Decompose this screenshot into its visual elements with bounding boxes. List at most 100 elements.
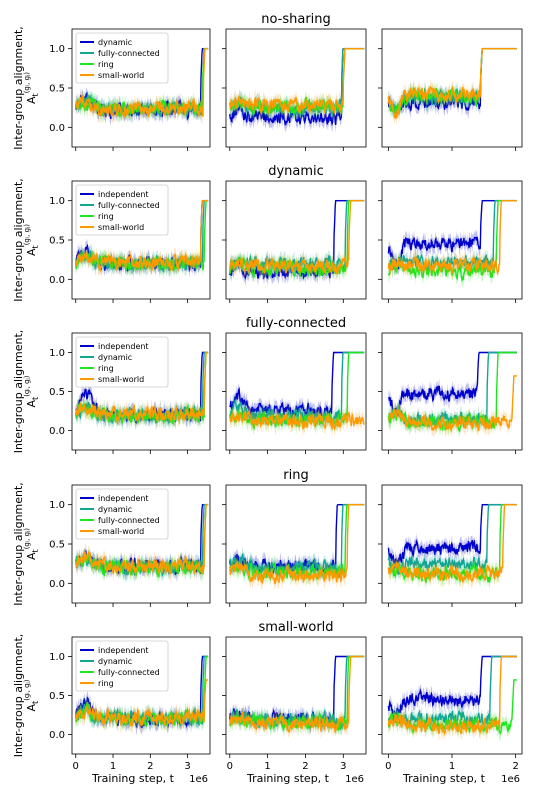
plot-area (387, 655, 517, 742)
series-line (229, 655, 365, 734)
legend-entry: small-world (98, 375, 144, 384)
y-axis-label-text: Inter-group alignment, (12, 634, 25, 758)
x-tick-label: 1 (449, 761, 455, 772)
series-line (387, 351, 517, 428)
series-line (75, 351, 209, 425)
chart-panel (222, 484, 367, 607)
y-tick-label: 0.5 (49, 540, 65, 551)
legend-entry: independent (98, 494, 149, 503)
legend-box (75, 640, 169, 692)
y-axis-label-text: Inter-group alignment, (12, 26, 25, 150)
series-line (229, 199, 365, 275)
chart-panel (378, 180, 523, 303)
chart-panel: 0 1 2 Training step, t 1e6 (378, 636, 523, 785)
plot-area (75, 47, 209, 126)
series-band (229, 351, 365, 427)
y-axis-symbol-sub: t (31, 549, 40, 552)
series-band (75, 47, 209, 124)
chart-panel (378, 28, 523, 151)
panel-frame (225, 28, 367, 148)
legend: independent dynamic fully-connected ring (75, 640, 169, 692)
chart-panel: 0.0 0.5 1.0 dynamic fully-connected ring small… (49, 28, 211, 151)
legend-entry: fully-connected (98, 668, 160, 677)
plot-area (387, 47, 517, 126)
y-axis-symbol: At(gᵢ, gⱼ) (23, 224, 40, 256)
legend-entry: ring (98, 364, 114, 373)
legend-entry: small-world (98, 71, 144, 80)
series-band (388, 47, 517, 119)
y-axis-symbol-sub: t (31, 245, 40, 248)
series-line (229, 504, 365, 582)
series-band (388, 199, 517, 282)
y-axis-symbol-sub: t (31, 397, 40, 400)
x-tick-label: 2 (512, 761, 518, 772)
plot-area (75, 351, 209, 432)
legend: dynamic fully-connected ring small-world (75, 32, 169, 84)
series-band (388, 503, 517, 582)
x-tick-label: 0 (385, 761, 391, 772)
y-axis-symbol: At(gᵢ, gⱼ) (23, 72, 40, 104)
y-axis-symbol-sub: t (31, 701, 40, 704)
legend-entry: independent (98, 190, 149, 199)
legend-entry: ring (98, 60, 114, 69)
plot-area (75, 655, 209, 736)
y-axis-label-text: Inter-group alignment, (12, 330, 25, 454)
series-band (388, 351, 517, 421)
y-tick-label: 1.0 (49, 196, 65, 207)
chart-panel: 0.0 0.5 1.0 independent fully-connected ring s… (49, 180, 211, 303)
y-axis-symbol-letter: A (25, 703, 38, 711)
y-tick-label: 0.0 (49, 579, 65, 590)
x-axis-label: Training step, t (402, 772, 486, 785)
y-tick-label: 1.0 (49, 44, 65, 55)
plot-area (75, 199, 209, 279)
legend-entry: independent (98, 646, 149, 655)
legend: independent dynamic fully-connected small-w… (75, 488, 169, 540)
chart-panel (378, 484, 523, 607)
x-axis-label: Training step, t (91, 772, 175, 785)
legend-entry: small-world (98, 223, 144, 232)
plot-area (75, 503, 209, 585)
series-band (388, 351, 517, 439)
legend-entry: dynamic (98, 38, 132, 47)
y-tick-label: 0.5 (49, 236, 65, 247)
series-line (388, 375, 517, 433)
x-axis-multiplier: 1e6 (345, 774, 364, 785)
y-tick-label: 1.0 (49, 348, 65, 359)
y-axis-symbol: At(gᵢ, gⱼ) (23, 375, 40, 407)
x-tick-label: 0 (227, 761, 233, 772)
y-axis-symbol-letter: A (25, 248, 38, 256)
series-band (388, 503, 517, 572)
series-band (229, 404, 365, 438)
series-line (387, 504, 517, 583)
legend-entry: ring (98, 212, 114, 221)
row-title: fully-connected (246, 316, 346, 331)
series-line (75, 48, 209, 118)
plot-area (229, 47, 365, 134)
legend-entry: fully-connected (98, 516, 160, 525)
y-tick-label: 0.5 (49, 84, 65, 95)
series-line (229, 351, 365, 421)
y-axis-symbol-letter: A (25, 96, 38, 104)
y-tick-label: 0.0 (49, 123, 65, 134)
y-axis-symbol-sup: (gᵢ, gⱼ) (23, 72, 31, 94)
x-tick-label: 0 (73, 761, 79, 772)
series-line (75, 199, 209, 273)
series-line (387, 199, 517, 283)
chart-panel (222, 180, 367, 303)
series-band (75, 351, 209, 430)
y-tick-label: 1.0 (49, 652, 65, 663)
plot-area (229, 351, 365, 438)
y-axis-symbol-sup: (gᵢ, gⱼ) (23, 679, 31, 701)
x-tick-label: 1 (110, 761, 116, 772)
series-line (75, 679, 209, 728)
series-line (387, 48, 517, 119)
plot-area (229, 503, 365, 590)
row-title: ring (283, 468, 308, 483)
x-tick-label: 2 (302, 761, 308, 772)
series-line (387, 199, 517, 272)
legend-box (75, 32, 169, 84)
legend: independent fully-connected ring small-worl… (75, 184, 169, 236)
legend-entry: ring (98, 679, 114, 688)
x-tick-label: 3 (184, 761, 190, 772)
